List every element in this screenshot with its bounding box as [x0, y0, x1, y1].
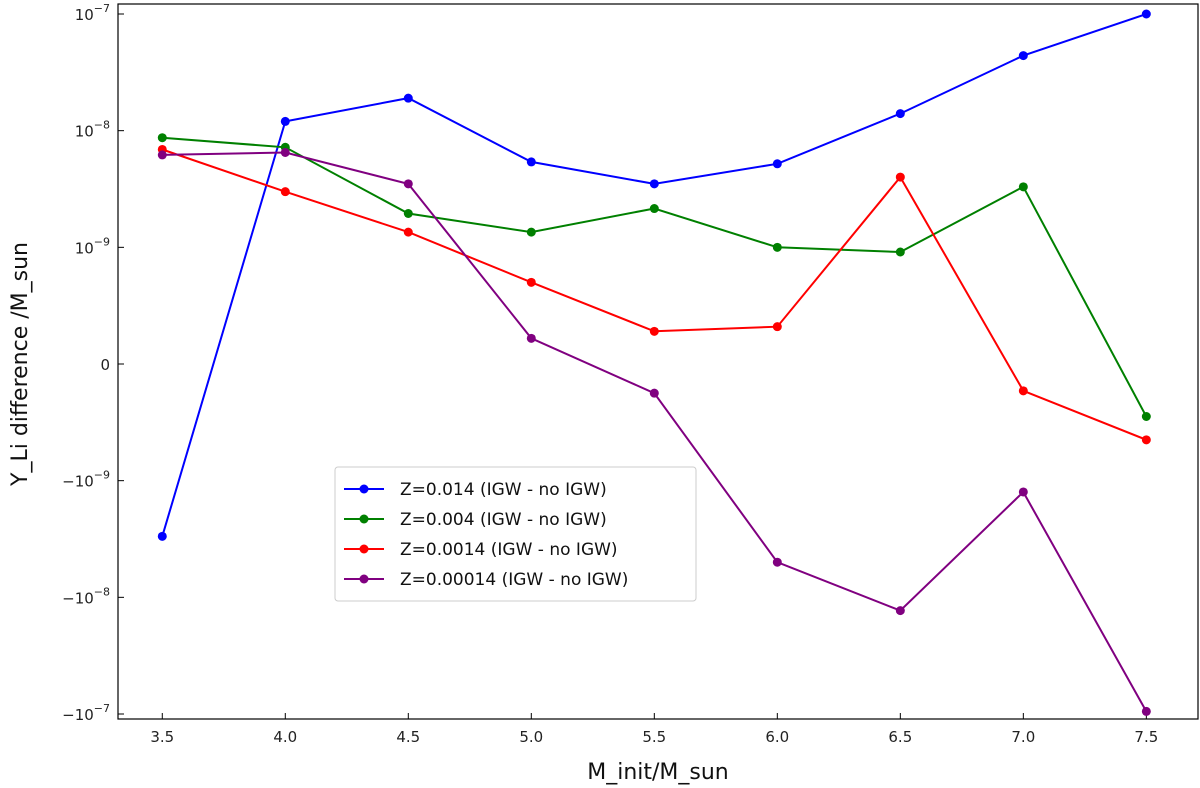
x-tick-label: 3.5 — [150, 728, 174, 746]
y-tick-label: 0 — [100, 356, 110, 374]
legend-swatch-marker — [359, 544, 369, 554]
data-point — [895, 606, 905, 616]
legend-label: Z=0.014 (IGW - no IGW) — [400, 480, 607, 500]
data-point — [157, 150, 167, 160]
y-tick-label: −10−8 — [62, 585, 110, 607]
legend-swatch-marker — [359, 574, 369, 584]
y-tick-exponent: −8 — [94, 119, 110, 132]
data-point — [403, 227, 413, 237]
data-point — [1018, 487, 1028, 497]
data-point — [649, 388, 659, 398]
y-axis-label: Y_Li difference /M_sun — [8, 242, 33, 487]
y-tick-exponent: −9 — [94, 235, 110, 248]
plot-frame — [117, 3, 1199, 720]
data-point — [403, 179, 413, 189]
data-point — [403, 93, 413, 103]
series-layer — [157, 9, 1151, 716]
data-point — [895, 172, 905, 182]
data-point — [1018, 51, 1028, 61]
data-point — [157, 133, 167, 143]
data-point — [895, 109, 905, 119]
legend-label: Z=0.004 (IGW - no IGW) — [400, 510, 607, 530]
data-point — [1141, 412, 1151, 421]
x-tick-label: 4.0 — [273, 728, 297, 746]
x-tick-label: 6.0 — [765, 728, 789, 746]
legend-label: Z=0.0014 (IGW - no IGW) — [400, 540, 618, 560]
y-tick-base: −10 — [62, 473, 94, 491]
series-line — [162, 151, 1148, 712]
data-point — [1141, 9, 1151, 19]
series-1 — [157, 133, 1151, 421]
y-tick-label: 10−8 — [75, 119, 110, 141]
data-point — [526, 157, 536, 167]
y-axis: 10−710−810−90−10−9−10−8−10−7 — [62, 2, 124, 724]
x-axis: 3.5 4.0 4.5 5.0 5.5 6.0 6.5 7.0 7.5 — [150, 713, 1158, 746]
data-point — [526, 227, 536, 237]
legend-swatch-marker — [359, 484, 369, 494]
y-tick-base: 0 — [100, 356, 110, 374]
data-point — [1141, 706, 1151, 716]
data-point — [403, 208, 413, 218]
series-line — [161, 13, 1147, 537]
data-point — [895, 247, 905, 257]
data-point — [772, 242, 782, 252]
legend-label: Z=0.00014 (IGW - no IGW) — [400, 570, 628, 590]
data-point — [280, 147, 290, 157]
y-tick-exponent: −7 — [94, 2, 110, 15]
series-2 — [157, 144, 1151, 445]
y-tick-base: −10 — [62, 589, 94, 607]
y-tick-label: 10−9 — [75, 235, 110, 257]
legend: Z=0.014 (IGW - no IGW) Z=0.004 (IGW - no … — [334, 466, 697, 602]
y-tick-base: 10 — [75, 6, 94, 24]
y-tick-base: 10 — [75, 123, 94, 141]
data-point — [1018, 386, 1028, 396]
data-point — [280, 116, 290, 126]
x-tick-label: 5.5 — [642, 728, 666, 746]
data-point — [1018, 182, 1028, 192]
x-tick-label: 7.0 — [1011, 728, 1035, 746]
x-tick-label: 4.5 — [396, 728, 420, 746]
data-point — [649, 179, 659, 189]
series-3 — [157, 147, 1151, 716]
x-tick-label: 7.5 — [1134, 728, 1158, 746]
data-point — [280, 187, 290, 197]
data-point — [526, 333, 536, 343]
data-point — [772, 557, 782, 567]
data-point — [157, 531, 167, 541]
legend-box — [334, 466, 697, 602]
data-point — [772, 322, 782, 332]
data-point — [526, 277, 536, 287]
y-tick-label: 10−7 — [75, 2, 110, 24]
y-tick-label: −10−9 — [62, 469, 110, 491]
x-tick-label: 5.0 — [519, 728, 543, 746]
y-tick-exponent: −7 — [94, 702, 110, 715]
y-tick-exponent: −8 — [94, 585, 110, 598]
x-axis-label: M_init/M_sun — [587, 760, 729, 785]
y-tick-exponent: −9 — [94, 469, 110, 482]
plot-area — [117, 3, 1199, 720]
data-point — [649, 326, 659, 336]
y-tick-base: −10 — [62, 706, 94, 724]
x-tick-label: 6.5 — [888, 728, 912, 746]
y-tick-label: −10−7 — [62, 702, 110, 724]
series-0 — [157, 9, 1151, 541]
legend-swatch-marker — [359, 514, 369, 524]
data-point — [772, 159, 782, 169]
y-tick-base: 10 — [75, 239, 94, 257]
data-point — [649, 204, 659, 214]
data-point — [1141, 435, 1151, 445]
